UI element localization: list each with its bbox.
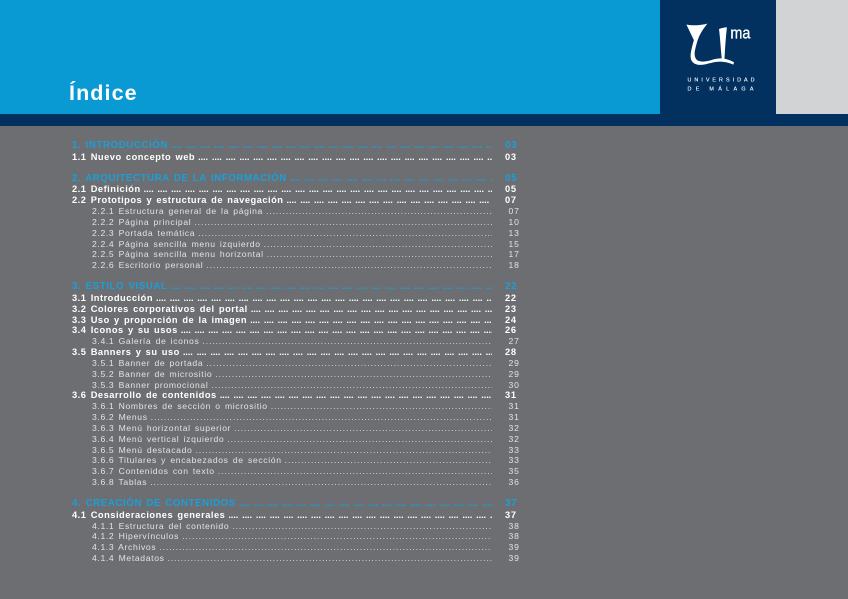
svg-text:DE MÁLAGA: DE MÁLAGA bbox=[688, 86, 754, 93]
svg-text:UNIVERSIDAD: UNIVERSIDAD bbox=[688, 77, 755, 83]
svg-text:ma: ma bbox=[730, 25, 751, 43]
